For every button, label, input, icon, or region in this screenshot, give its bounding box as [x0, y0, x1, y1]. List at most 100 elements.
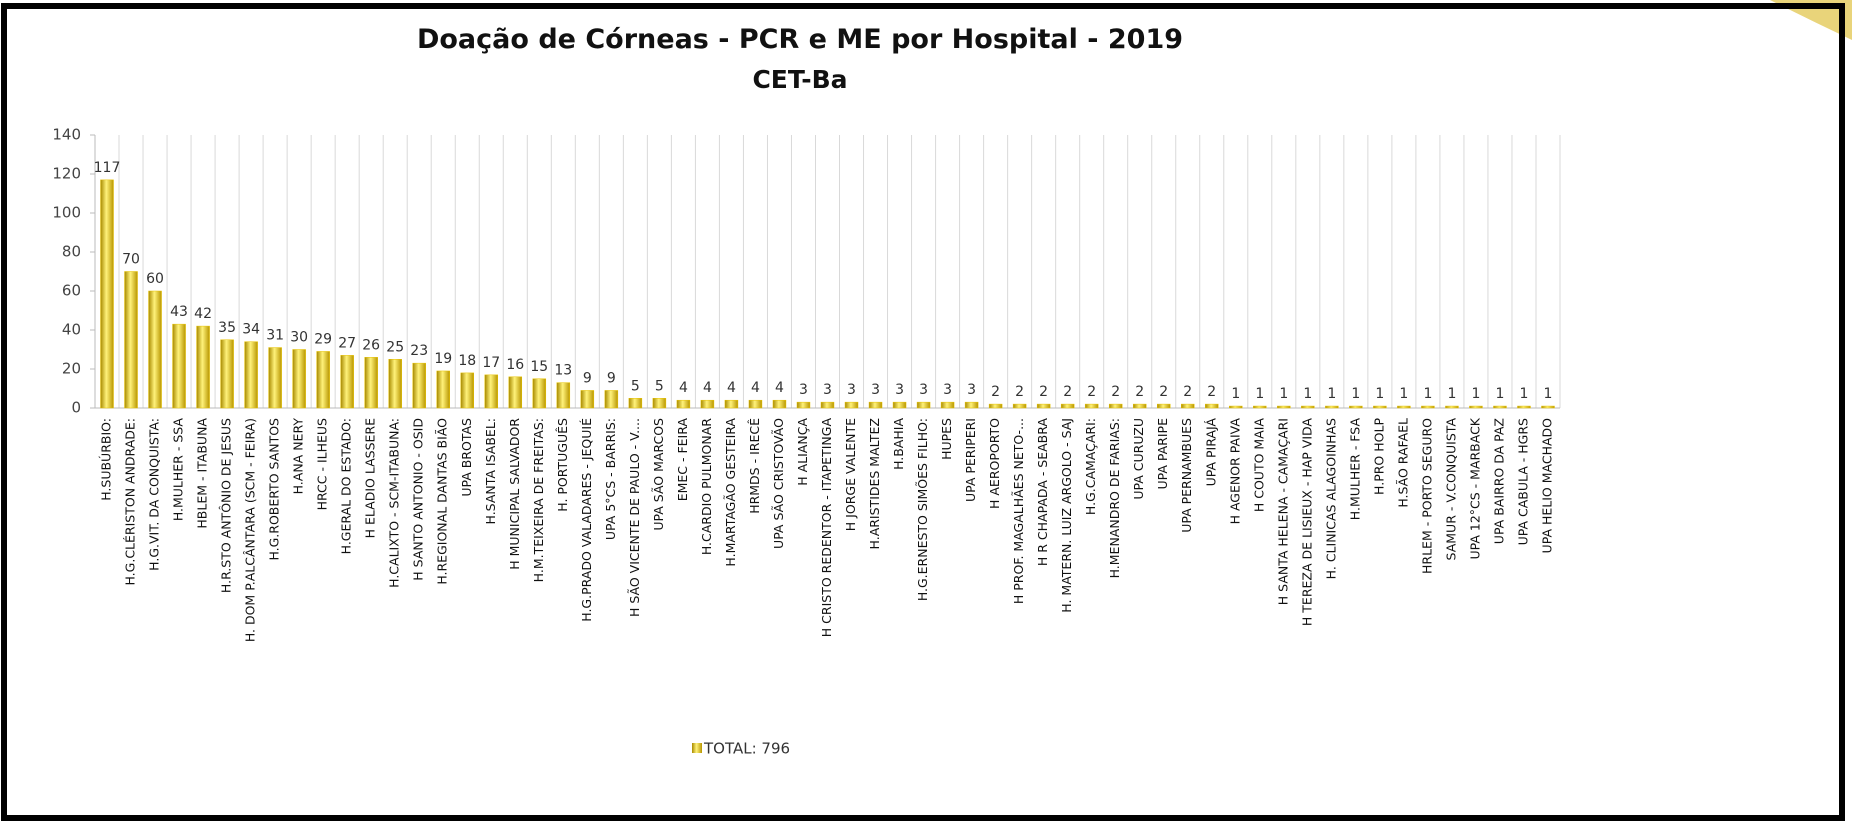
- y-tick-label: 80: [62, 243, 81, 261]
- data-label: 3: [919, 382, 928, 398]
- bar: [916, 401, 931, 409]
- x-tick-label: H.ANA NERY: [291, 418, 306, 495]
- x-tick-label: H PROF. MAGALHÃES NETO-...: [1011, 418, 1026, 604]
- bar: [100, 179, 114, 409]
- bar: [1325, 405, 1339, 409]
- frame: [1, 3, 1845, 821]
- data-label: 1: [1544, 386, 1553, 402]
- bar: [676, 399, 691, 409]
- data-label: 3: [895, 382, 904, 398]
- data-label: 16: [506, 357, 524, 373]
- x-tick-label: UPA 5°CS - BARRIS:: [603, 418, 618, 540]
- y-tick-label: 140: [52, 126, 81, 144]
- data-label: 35: [218, 320, 236, 336]
- bar: [508, 376, 523, 409]
- data-label: 2: [1087, 384, 1096, 400]
- chart-subtitle: CET-Ba: [752, 65, 847, 94]
- y-tick-label: 20: [62, 360, 81, 378]
- data-label: 117: [94, 160, 121, 176]
- data-label: 18: [458, 353, 476, 369]
- data-label: 15: [530, 359, 548, 375]
- bar: [1397, 405, 1411, 409]
- data-label: 9: [607, 370, 616, 386]
- data-label: 1: [1520, 386, 1529, 402]
- bar: [1445, 405, 1459, 409]
- data-label: 4: [775, 380, 784, 396]
- data-label: 4: [727, 380, 736, 396]
- bar: [652, 398, 667, 409]
- data-label: 1: [1303, 386, 1312, 402]
- x-tick-label: H AGENOR PAIVA: [1227, 418, 1242, 525]
- bar: [724, 399, 739, 409]
- x-tick-label: H CRISTO REDENTOR - ITAPETINGA: [819, 418, 834, 638]
- x-tick-label: H.G.ERNESTO SIMÕES FILHO:: [915, 418, 930, 601]
- x-tick-label: H AEROPORTO: [987, 418, 1002, 509]
- x-tick-label: H.GERAL DO ESTADO:: [339, 418, 354, 554]
- x-tick-label: H TEREZA DE LISIEUX - HAP VIDA: [1299, 418, 1314, 627]
- bar: [292, 349, 306, 409]
- bar: [844, 401, 859, 409]
- data-label: 25: [386, 339, 404, 355]
- y-tick-label: 40: [62, 321, 81, 339]
- x-tick-label: H. CLINICAS ALAGOINHAS: [1323, 418, 1338, 579]
- x-tick-label: UPA BROTAS: [459, 418, 474, 497]
- x-tick-label: H COUTO MAIA: [1251, 418, 1266, 513]
- x-tick-label: UPA PARIPE: [1155, 418, 1170, 490]
- bar: [148, 290, 162, 409]
- x-tick-label: H.SUBÚRBIO:: [99, 418, 114, 501]
- x-tick-label: H.MULHER - SSA: [171, 418, 186, 522]
- data-label: 2: [1039, 384, 1048, 400]
- bar: [1084, 403, 1099, 409]
- x-tick-label: H SÃO VICENTE DE PAULO - V....: [627, 418, 642, 617]
- x-tick-label: H.G.VIT. DA CONQUISTA:: [147, 418, 162, 571]
- x-tick-label: UPA PIRAJÁ: [1203, 418, 1218, 487]
- data-label: 2: [1015, 384, 1024, 400]
- bar: [460, 372, 474, 409]
- data-label: 2: [1063, 384, 1072, 400]
- x-tick-label: UPA HELIO MACHADO: [1539, 418, 1554, 554]
- data-label: 3: [847, 382, 856, 398]
- data-label: 3: [967, 382, 976, 398]
- x-tick-label: H.R.STO ANTÔNIO DE JESUS: [219, 418, 234, 593]
- data-label: 2: [1111, 384, 1120, 400]
- bar: [1205, 403, 1219, 409]
- x-tick-label: UPA PERIPERI: [963, 418, 978, 502]
- bar: [1156, 403, 1171, 409]
- bar: [868, 401, 883, 409]
- x-tick-label: H.MULHER - FSA: [1347, 418, 1362, 521]
- x-tick-label: H MUNICIPAL SALVADOR: [507, 418, 522, 570]
- data-label: 1: [1231, 386, 1240, 402]
- data-label: 2: [991, 384, 1000, 400]
- data-label: 2: [1135, 384, 1144, 400]
- bar: [220, 339, 234, 409]
- x-tick-label: H. PORTUGUÊS: [555, 418, 570, 512]
- bar: [820, 401, 835, 409]
- bar: [340, 355, 354, 409]
- x-tick-label: H JORGE VALENTE: [843, 418, 858, 531]
- data-label: 2: [1207, 384, 1216, 400]
- x-tick-label: H ALIANÇA: [795, 418, 810, 486]
- bar: [1132, 403, 1147, 409]
- x-tick-label: H.SÃO RAFAEL: [1395, 418, 1410, 508]
- bar: [796, 401, 811, 409]
- data-label: 1: [1495, 386, 1504, 402]
- bar: [964, 401, 979, 409]
- x-tick-label: HRLEM - PORTO SEGURO: [1419, 418, 1434, 574]
- y-tick-label: 60: [62, 282, 81, 300]
- bar: [772, 399, 787, 409]
- data-label: 70: [122, 252, 140, 268]
- data-label: 13: [554, 363, 572, 379]
- bar: [1493, 405, 1507, 409]
- x-tick-label: UPA SÃO CRISTOVÃO: [771, 418, 786, 549]
- data-label: 30: [290, 330, 308, 346]
- bar: [940, 401, 955, 409]
- bar: [1181, 403, 1195, 409]
- x-tick-label: HRMDS - IRECÊ: [747, 418, 762, 514]
- bar: [1277, 405, 1291, 409]
- bar: [1012, 403, 1027, 409]
- bar: [1253, 405, 1267, 409]
- bar: [580, 390, 595, 409]
- data-label: 3: [823, 382, 832, 398]
- data-label: 2: [1159, 384, 1168, 400]
- bar: [268, 347, 282, 409]
